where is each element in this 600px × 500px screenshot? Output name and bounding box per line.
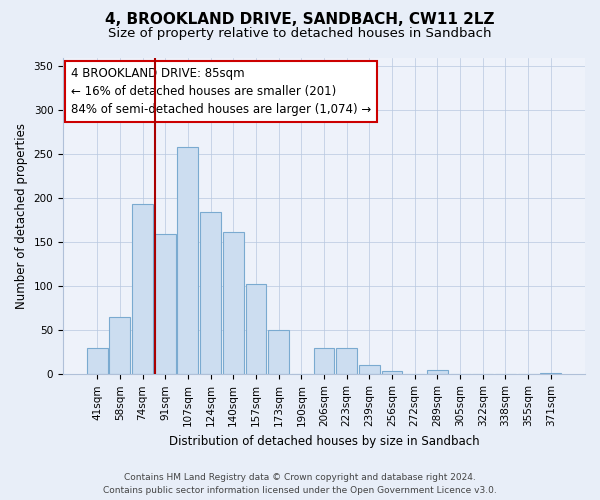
Text: Size of property relative to detached houses in Sandbach: Size of property relative to detached ho… [108, 28, 492, 40]
Bar [178, 148, 199, 374]
Bar [109, 317, 130, 374]
Bar [359, 364, 380, 374]
Bar [155, 234, 176, 374]
Bar [132, 204, 153, 374]
Text: Contains HM Land Registry data © Crown copyright and database right 2024.
Contai: Contains HM Land Registry data © Crown c… [103, 473, 497, 495]
Bar [87, 348, 107, 374]
Text: 4 BROOKLAND DRIVE: 85sqm
← 16% of detached houses are smaller (201)
84% of semi-: 4 BROOKLAND DRIVE: 85sqm ← 16% of detach… [71, 67, 371, 116]
Bar [541, 372, 561, 374]
Y-axis label: Number of detached properties: Number of detached properties [15, 123, 28, 309]
X-axis label: Distribution of detached houses by size in Sandbach: Distribution of detached houses by size … [169, 434, 479, 448]
Bar [314, 348, 334, 374]
Bar [382, 371, 403, 374]
Text: 4, BROOKLAND DRIVE, SANDBACH, CW11 2LZ: 4, BROOKLAND DRIVE, SANDBACH, CW11 2LZ [105, 12, 495, 28]
Bar [427, 370, 448, 374]
Bar [245, 284, 266, 374]
Bar [336, 348, 357, 374]
Bar [223, 232, 244, 374]
Bar [268, 330, 289, 374]
Bar [200, 212, 221, 374]
